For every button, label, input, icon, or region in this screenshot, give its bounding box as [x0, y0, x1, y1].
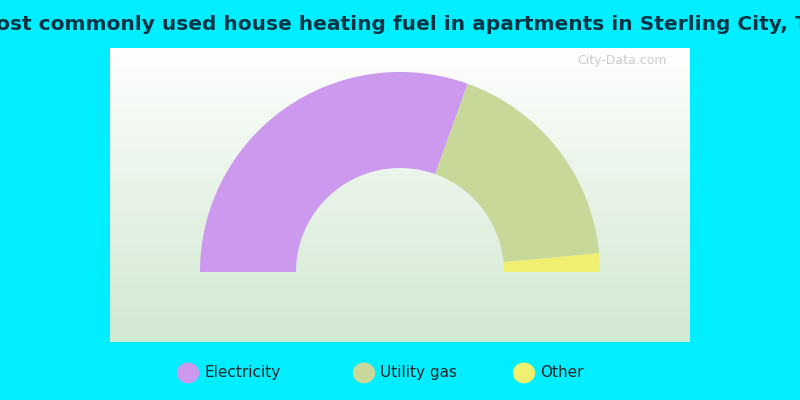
Polygon shape — [503, 253, 600, 272]
Text: Utility gas: Utility gas — [380, 366, 457, 380]
Polygon shape — [200, 72, 468, 272]
Text: City-Data.com: City-Data.com — [578, 54, 666, 67]
Ellipse shape — [177, 362, 199, 383]
Text: Most commonly used house heating fuel in apartments in Sterling City, TX: Most commonly used house heating fuel in… — [0, 16, 800, 34]
Text: Other: Other — [540, 366, 583, 380]
Text: Electricity: Electricity — [204, 366, 280, 380]
Ellipse shape — [353, 362, 375, 383]
Ellipse shape — [513, 362, 535, 383]
Polygon shape — [435, 84, 599, 262]
